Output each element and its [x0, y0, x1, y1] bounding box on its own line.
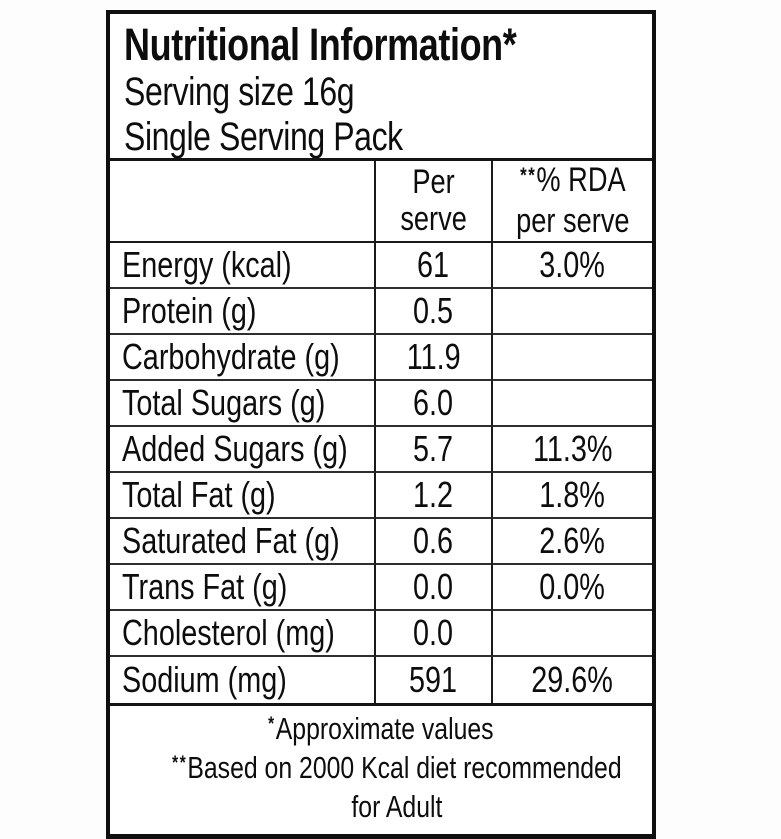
- rda-value: 29.6%: [531, 659, 614, 700]
- nutrient-name: Cholesterol (mg): [122, 612, 335, 653]
- rda-value: 1.8%: [539, 474, 606, 515]
- rda-value: 2.6%: [539, 520, 606, 561]
- column-header-nutrient: [110, 161, 376, 243]
- nutrient-name: Total Fat (g): [122, 474, 276, 515]
- per-serve-value: 6.0: [413, 382, 454, 423]
- per-serve-value: 61: [417, 244, 450, 285]
- footnote-approximate: *Approximate values: [268, 711, 494, 746]
- rda-value: 11.3%: [532, 428, 613, 469]
- rda-value: 3.0%: [539, 244, 606, 285]
- footnote-rda-basis: **Based on 2000 Kcal diet recommended for…: [172, 750, 622, 824]
- pack-type-text: Single Serving Pack: [124, 115, 403, 159]
- nutrient-name: Energy (kcal): [122, 244, 292, 285]
- rda-value: 0.0%: [539, 566, 606, 607]
- footnotes: *Approximate values **Based on 2000 Kcal…: [110, 703, 652, 834]
- label-header: Nutritional Information* Serving size 16…: [110, 14, 652, 161]
- serving-size-text: Serving size 16g: [124, 70, 355, 114]
- rda-asterisks: **: [519, 163, 537, 187]
- per-serve-value: 0.0: [413, 612, 454, 653]
- nutrient-name: Added Sugars (g): [122, 428, 348, 469]
- per-serve-value: 0.6: [413, 520, 454, 561]
- nutrient-name: Sodium (mg): [122, 659, 287, 700]
- per-serve-value: 0.5: [413, 290, 454, 331]
- per-serve-value: 1.2: [413, 474, 454, 515]
- nutrient-name: Total Sugars (g): [122, 382, 326, 423]
- nutrition-label: Nutritional Information* Serving size 16…: [106, 10, 656, 839]
- per-serve-value: 11.9: [406, 336, 461, 377]
- nutrient-name: Protein (g): [122, 290, 257, 331]
- nutrient-name: Trans Fat (g): [122, 566, 288, 607]
- footnote1-asterisk: *: [268, 714, 276, 736]
- nutrition-table: Per serve **% RDA per serve Energy (kcal) …: [110, 161, 652, 703]
- per-serve-value: 0.0: [413, 566, 454, 607]
- per-serve-value: 5.7: [413, 428, 454, 469]
- per-serve-value: 591: [409, 659, 458, 700]
- label-title: Nutritional Information*: [124, 19, 517, 70]
- column-header-per-serve: Per serve: [376, 161, 493, 243]
- nutrient-name: Saturated Fat (g): [122, 520, 340, 561]
- column-header-rda: **% RDA per serve: [493, 161, 652, 243]
- nutrient-name: Carbohydrate (g): [122, 336, 340, 377]
- footnote2-asterisks: **: [172, 753, 188, 775]
